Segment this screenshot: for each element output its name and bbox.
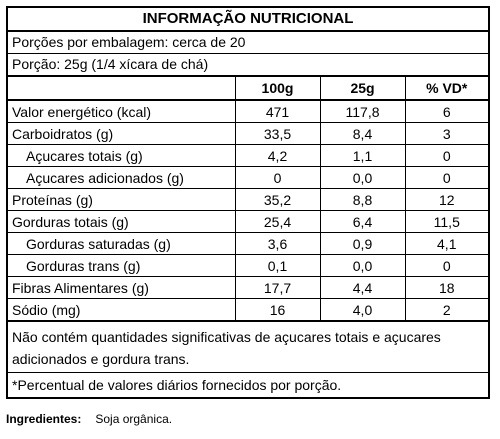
value-vd: 12 — [404, 188, 488, 211]
nutrient-name: Carboidratos (g) — [8, 122, 235, 145]
table-row: Proteínas (g) 35,2 8,8 12 — [8, 188, 488, 211]
nutrition-table-body: Valor energético (kcal) 471 117,8 6 Carboid… — [8, 100, 488, 322]
value-vd: 4,1 — [404, 232, 488, 255]
table-row: Gorduras totais (g) 25,4 6,4 11,5 — [8, 210, 488, 233]
label-note: Não contém quantidades significativas de… — [8, 322, 488, 373]
nutrition-facts-label: INFORMAÇÃO NUTRICIONAL Porções por embal… — [6, 6, 490, 399]
value-vd: 0 — [404, 144, 488, 167]
value-100g: 25,4 — [234, 210, 320, 233]
nutrient-name: Gorduras saturadas (g) — [8, 232, 235, 255]
value-25g: 8,4 — [319, 122, 405, 145]
header-25g: 25g — [319, 77, 405, 101]
value-25g: 6,4 — [319, 210, 405, 233]
header-vd: % VD* — [404, 77, 488, 101]
value-25g: 4,4 — [319, 276, 405, 299]
value-100g: 33,5 — [234, 122, 320, 145]
nutrition-table: 100g 25g % VD* Valor energético (kcal) 47… — [8, 77, 488, 322]
value-vd: 6 — [404, 100, 488, 123]
ingredients-value: Soja orgânica. — [95, 412, 173, 426]
value-25g: 8,8 — [319, 188, 405, 211]
value-vd: 2 — [404, 298, 488, 322]
value-100g: 4,2 — [234, 144, 320, 167]
value-vd: 3 — [404, 122, 488, 145]
value-100g: 0,1 — [234, 254, 320, 277]
value-100g: 16 — [234, 298, 320, 322]
value-vd: 0 — [404, 166, 488, 189]
table-header-row: 100g 25g % VD* — [8, 77, 488, 101]
value-100g: 3,6 — [234, 232, 320, 255]
value-vd: 0 — [404, 254, 488, 277]
nutrient-name: Açucares adicionados (g) — [8, 166, 235, 189]
table-row: Açucares adicionados (g) 0 0,0 0 — [8, 166, 488, 189]
value-25g: 4,0 — [319, 298, 405, 322]
header-blank — [8, 77, 235, 101]
value-100g: 471 — [234, 100, 320, 123]
table-row: Carboidratos (g) 33,5 8,4 3 — [8, 122, 488, 145]
value-100g: 35,2 — [234, 188, 320, 211]
table-row: Açucares totais (g) 4,2 1,1 0 — [8, 144, 488, 167]
table-row: Gorduras trans (g) 0,1 0,0 0 — [8, 254, 488, 277]
nutrient-name: Gorduras totais (g) — [8, 210, 235, 233]
table-row: Sódio (mg) 16 4,0 2 — [8, 298, 488, 322]
value-25g: 1,1 — [319, 144, 405, 167]
value-25g: 0,0 — [319, 254, 405, 277]
servings-per-package: Porções por embalagem: cerca de 20 — [8, 32, 488, 54]
nutrient-name: Sódio (mg) — [8, 298, 235, 322]
value-100g: 17,7 — [234, 276, 320, 299]
label-title: INFORMAÇÃO NUTRICIONAL — [8, 8, 488, 32]
ingredients-line: Ingredientes: Soja orgânica. — [6, 412, 172, 426]
label-footnote: *Percentual de valores diários fornecido… — [12, 377, 342, 393]
nutrient-name: Proteínas (g) — [8, 188, 235, 211]
value-100g: 0 — [234, 166, 320, 189]
nutrient-name: Fibras Alimentares (g) — [8, 276, 235, 299]
value-25g: 0,9 — [319, 232, 405, 255]
ingredients-label: Ingredientes: — [6, 412, 82, 426]
value-25g: 0,0 — [319, 166, 405, 189]
table-row: Gorduras saturadas (g) 3,6 0,9 4,1 — [8, 232, 488, 255]
serving-size: Porção: 25g (1/4 xícara de chá) — [8, 54, 488, 77]
value-25g: 117,8 — [319, 100, 405, 123]
table-row: Fibras Alimentares (g) 17,7 4,4 18 — [8, 276, 488, 299]
nutrient-name: Açucares totais (g) — [8, 144, 235, 167]
nutrient-name: Valor energético (kcal) — [8, 100, 235, 123]
value-vd: 18 — [404, 276, 488, 299]
nutrient-name: Gorduras trans (g) — [8, 254, 235, 277]
table-row: Valor energético (kcal) 471 117,8 6 — [8, 100, 488, 123]
value-vd: 11,5 — [404, 210, 488, 233]
header-100g: 100g — [234, 77, 320, 101]
